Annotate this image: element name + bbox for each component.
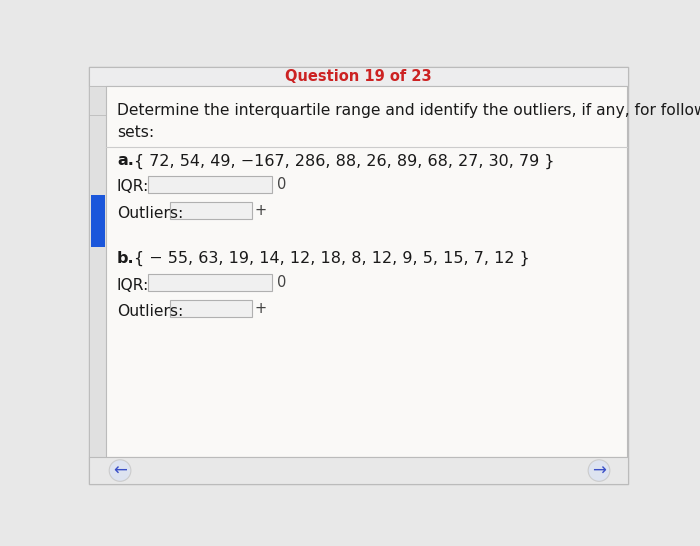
Text: Determine the interquartile range and identify the outliers, if any, for followi: Determine the interquartile range and id… bbox=[117, 103, 700, 140]
FancyBboxPatch shape bbox=[89, 67, 629, 484]
FancyBboxPatch shape bbox=[89, 67, 629, 86]
Circle shape bbox=[109, 460, 131, 482]
Text: IQR:: IQR: bbox=[117, 180, 149, 194]
Text: 0: 0 bbox=[276, 176, 286, 192]
FancyBboxPatch shape bbox=[89, 456, 629, 484]
FancyBboxPatch shape bbox=[106, 86, 627, 456]
Text: Outliers:: Outliers: bbox=[117, 206, 183, 221]
FancyBboxPatch shape bbox=[148, 274, 272, 291]
FancyBboxPatch shape bbox=[92, 195, 105, 247]
FancyBboxPatch shape bbox=[148, 176, 272, 193]
Text: { 72, 54, 49, −167, 286, 88, 26, 89, 68, 27, 30, 79 }: { 72, 54, 49, −167, 286, 88, 26, 89, 68,… bbox=[134, 153, 554, 169]
Text: Question 19 of 23: Question 19 of 23 bbox=[286, 69, 432, 84]
FancyBboxPatch shape bbox=[170, 300, 252, 317]
Text: b.: b. bbox=[117, 251, 134, 266]
Text: ←: ← bbox=[113, 461, 127, 479]
FancyBboxPatch shape bbox=[170, 202, 252, 219]
FancyBboxPatch shape bbox=[89, 86, 106, 115]
Text: { − 55, 63, 19, 14, 12, 18, 8, 12, 9, 5, 15, 7, 12 }: { − 55, 63, 19, 14, 12, 18, 8, 12, 9, 5,… bbox=[134, 251, 530, 266]
Text: 0: 0 bbox=[276, 275, 286, 290]
Circle shape bbox=[588, 460, 610, 482]
Text: Outliers:: Outliers: bbox=[117, 304, 183, 319]
Text: →: → bbox=[592, 461, 606, 479]
Text: a.: a. bbox=[117, 153, 134, 168]
FancyBboxPatch shape bbox=[89, 86, 106, 456]
Text: +: + bbox=[255, 301, 267, 316]
Text: IQR:: IQR: bbox=[117, 278, 149, 293]
Text: +: + bbox=[255, 203, 267, 218]
